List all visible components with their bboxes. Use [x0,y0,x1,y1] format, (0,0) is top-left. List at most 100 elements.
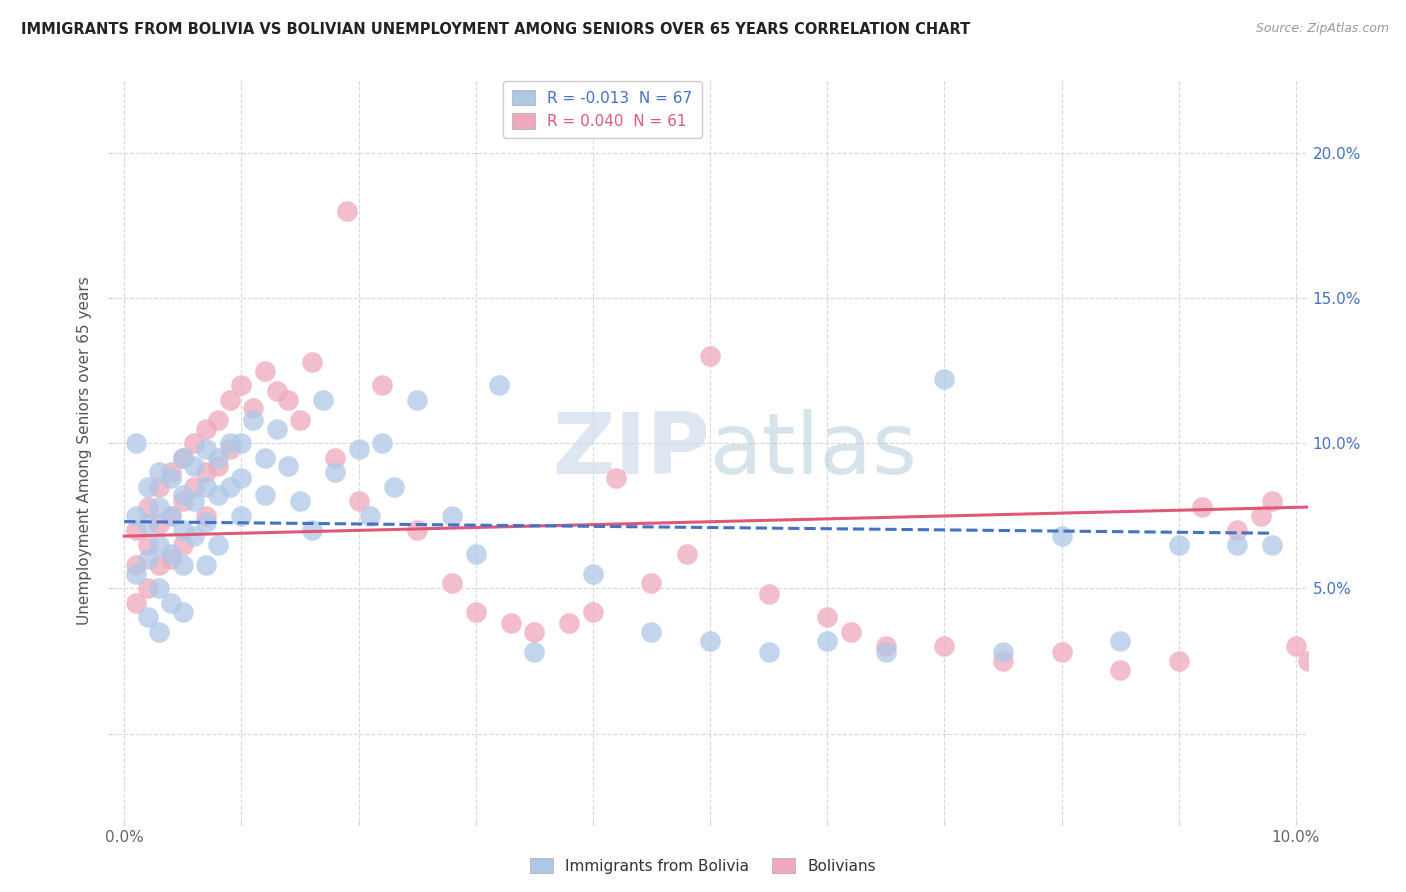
Point [160,471,183,485]
Point [148,500,170,514]
Point [183,480,205,494]
Point [148,558,170,573]
Point [288,413,311,427]
Point [371,378,394,392]
Point [323,450,346,465]
Point [1050,645,1073,659]
Point [231,471,253,485]
Point [172,524,194,538]
Point [640,624,662,639]
Point [183,436,205,450]
Point [183,459,205,474]
Point [125,436,148,450]
Point [464,605,486,619]
Point [839,624,862,639]
Point [183,529,205,543]
Point [1226,538,1249,552]
Point [195,558,218,573]
Point [242,401,264,416]
Point [160,508,183,523]
Point [148,517,170,532]
Point [441,508,464,523]
Point [172,494,194,508]
Point [195,515,218,529]
Point [1285,640,1308,654]
Point [148,582,170,596]
Point [136,610,159,624]
Point [312,392,335,407]
Point [148,538,170,552]
Point [195,480,218,494]
Point [136,500,159,514]
Point [172,450,194,465]
Point [125,596,148,610]
Point [218,442,240,456]
Point [231,508,253,523]
Point [1261,494,1284,508]
Point [125,558,148,573]
Point [359,508,381,523]
Point [160,465,183,479]
Point [815,610,838,624]
Point [136,582,159,596]
Point [1261,538,1284,552]
Point [195,465,218,479]
Point [499,616,522,631]
Point [172,488,194,502]
Point [195,422,218,436]
Point [875,645,897,659]
Y-axis label: Unemployment Among Seniors over 65 years: Unemployment Among Seniors over 65 years [77,277,93,624]
Point [136,538,159,552]
Point [875,640,897,654]
Point [231,436,253,450]
Point [195,442,218,456]
Point [183,494,205,508]
Point [371,436,394,450]
Point [266,384,288,398]
Point [347,494,370,508]
Point [1296,654,1319,668]
Point [172,450,194,465]
Point [207,488,229,502]
Point [1250,508,1272,523]
Point [640,575,662,590]
Point [934,640,956,654]
Point [406,524,429,538]
Point [336,203,359,218]
Point [207,450,229,465]
Point [148,465,170,479]
Legend: R = -0.013  N = 67, R = 0.040  N = 61: R = -0.013 N = 67, R = 0.040 N = 61 [503,80,702,138]
Point [758,645,780,659]
Point [675,547,697,561]
Point [231,378,253,392]
Point [195,508,218,523]
Point [488,378,510,392]
Point [605,471,627,485]
Point [1109,633,1132,648]
Point [1167,654,1189,668]
Text: IMMIGRANTS FROM BOLIVIA VS BOLIVIAN UNEMPLOYMENT AMONG SENIORS OVER 65 YEARS COR: IMMIGRANTS FROM BOLIVIA VS BOLIVIAN UNEM… [21,22,970,37]
Point [1109,663,1132,677]
Point [382,480,405,494]
Point [815,633,838,648]
Text: ZIP: ZIP [553,409,710,492]
Point [160,508,183,523]
Point [125,566,148,581]
Point [160,596,183,610]
Point [523,645,546,659]
Point [347,442,370,456]
Point [1226,524,1249,538]
Point [218,436,240,450]
Point [323,465,346,479]
Point [172,538,194,552]
Point [582,566,605,581]
Point [207,413,229,427]
Point [1191,500,1213,514]
Point [991,645,1014,659]
Point [148,624,170,639]
Point [758,587,780,601]
Point [523,624,546,639]
Point [253,450,276,465]
Point [218,392,240,407]
Point [277,392,299,407]
